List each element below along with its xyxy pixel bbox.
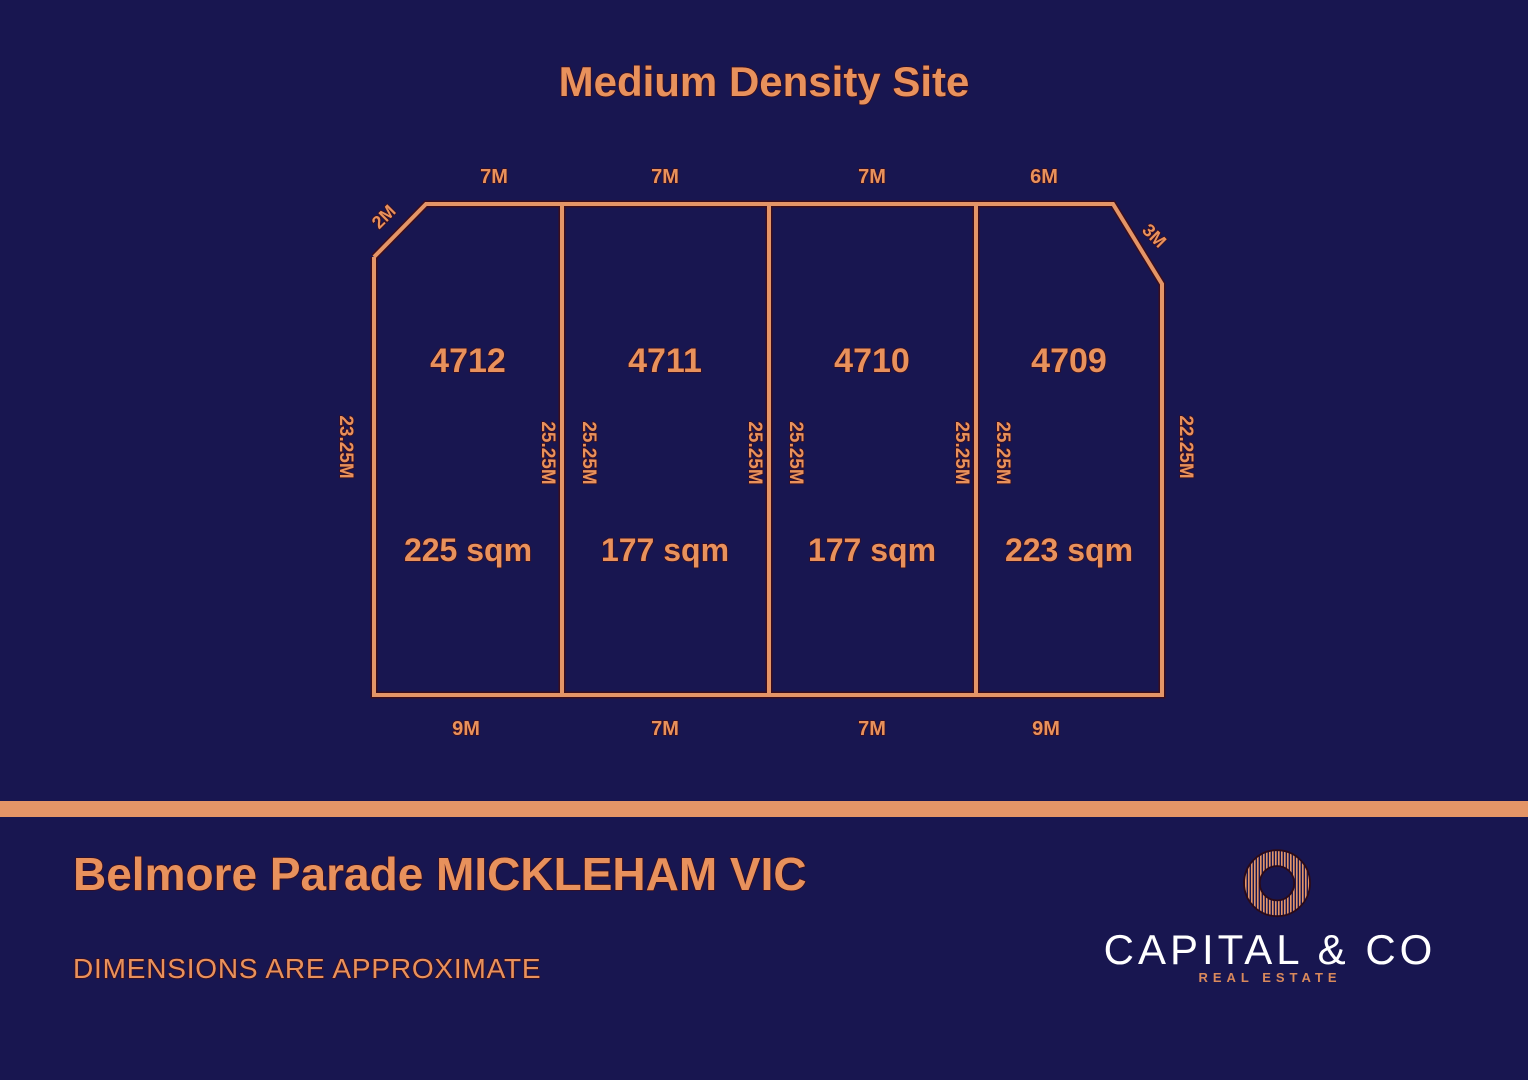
svg-text:Medium Density Site: Medium Density Site bbox=[559, 58, 970, 105]
svg-text:223 sqm: 223 sqm bbox=[1005, 532, 1133, 568]
svg-text:CAPITAL & CO: CAPITAL & CO bbox=[1104, 926, 1437, 973]
svg-text:DIMENSIONS ARE APPROXIMATE: DIMENSIONS ARE APPROXIMATE bbox=[73, 953, 541, 984]
svg-text:177 sqm: 177 sqm bbox=[808, 532, 936, 568]
svg-text:177 sqm: 177 sqm bbox=[601, 532, 729, 568]
svg-text:7M: 7M bbox=[480, 166, 508, 188]
svg-text:25.25M: 25.25M bbox=[578, 421, 599, 484]
svg-text:7M: 7M bbox=[858, 718, 886, 740]
svg-text:4712: 4712 bbox=[430, 342, 506, 380]
svg-text:225 sqm: 225 sqm bbox=[404, 532, 532, 568]
svg-text:Belmore Parade MICKLEHAM VIC: Belmore Parade MICKLEHAM VIC bbox=[73, 848, 807, 900]
svg-text:25.25M: 25.25M bbox=[537, 421, 558, 484]
svg-text:25.25M: 25.25M bbox=[785, 421, 806, 484]
svg-text:REAL ESTATE: REAL ESTATE bbox=[1198, 970, 1341, 985]
svg-text:9M: 9M bbox=[452, 718, 480, 740]
svg-text:9M: 9M bbox=[1032, 718, 1060, 740]
svg-text:2M: 2M bbox=[368, 201, 400, 233]
svg-text:7M: 7M bbox=[858, 166, 886, 188]
svg-text:22.25M: 22.25M bbox=[1175, 415, 1196, 478]
svg-text:4709: 4709 bbox=[1031, 342, 1107, 380]
svg-text:23.25M: 23.25M bbox=[335, 415, 356, 478]
svg-text:25.25M: 25.25M bbox=[951, 421, 972, 484]
svg-text:7M: 7M bbox=[651, 718, 679, 740]
svg-text:6M: 6M bbox=[1030, 166, 1058, 188]
svg-text:4711: 4711 bbox=[628, 342, 702, 380]
svg-text:7M: 7M bbox=[651, 166, 679, 188]
svg-text:25.25M: 25.25M bbox=[992, 421, 1013, 484]
svg-text:25.25M: 25.25M bbox=[744, 421, 765, 484]
svg-text:4710: 4710 bbox=[834, 342, 910, 380]
